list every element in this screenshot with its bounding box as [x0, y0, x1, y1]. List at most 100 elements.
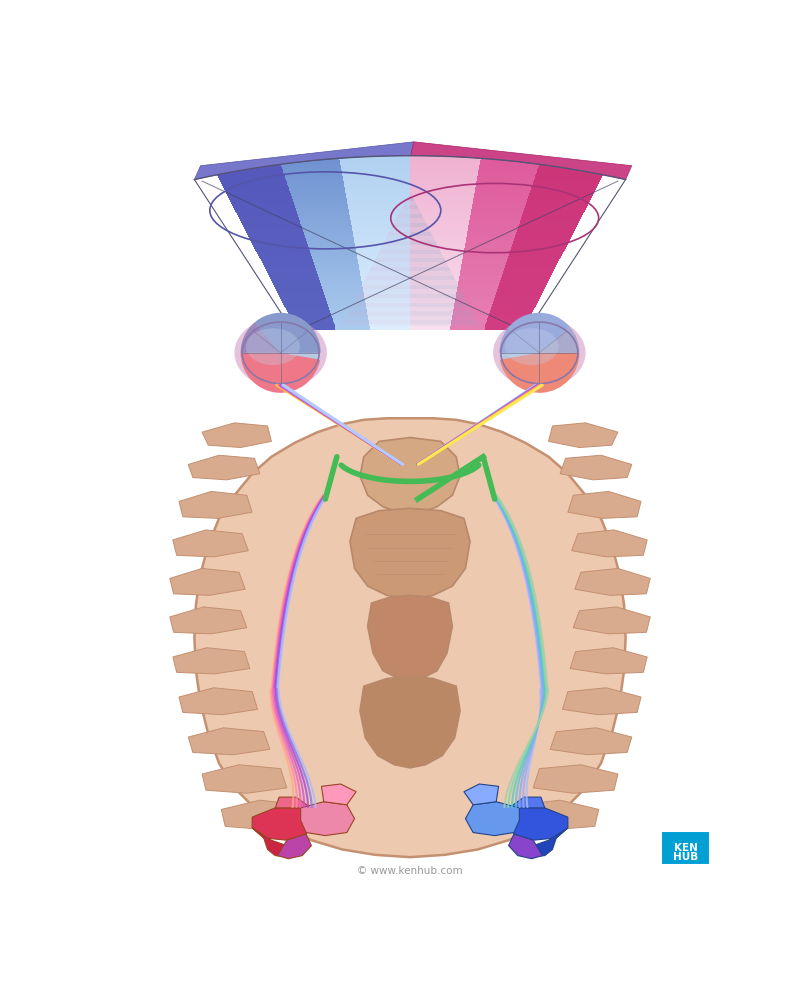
- Polygon shape: [102, 228, 244, 229]
- Polygon shape: [410, 202, 415, 203]
- Polygon shape: [550, 277, 718, 278]
- Polygon shape: [410, 246, 438, 248]
- Polygon shape: [102, 281, 272, 282]
- Polygon shape: [410, 194, 411, 195]
- Polygon shape: [526, 325, 718, 326]
- Polygon shape: [410, 208, 418, 209]
- Polygon shape: [410, 294, 462, 295]
- Polygon shape: [410, 268, 450, 269]
- Polygon shape: [343, 320, 410, 321]
- Polygon shape: [102, 225, 242, 226]
- Polygon shape: [544, 290, 718, 291]
- Polygon shape: [410, 282, 457, 283]
- Polygon shape: [102, 234, 247, 235]
- Polygon shape: [568, 243, 718, 244]
- Polygon shape: [558, 261, 718, 262]
- Polygon shape: [410, 257, 444, 258]
- Polygon shape: [102, 163, 211, 164]
- Polygon shape: [397, 217, 410, 218]
- Polygon shape: [410, 277, 454, 278]
- Polygon shape: [545, 288, 718, 289]
- Polygon shape: [102, 205, 233, 206]
- Polygon shape: [102, 140, 198, 141]
- Polygon shape: [410, 318, 476, 320]
- Polygon shape: [546, 287, 718, 288]
- Polygon shape: [610, 162, 718, 163]
- Polygon shape: [102, 282, 272, 283]
- Polygon shape: [102, 143, 200, 144]
- Polygon shape: [361, 286, 410, 288]
- Polygon shape: [410, 244, 438, 246]
- Polygon shape: [102, 307, 285, 308]
- Polygon shape: [410, 273, 453, 275]
- Polygon shape: [356, 296, 410, 298]
- Polygon shape: [102, 256, 258, 257]
- Polygon shape: [102, 195, 227, 196]
- Polygon shape: [410, 220, 425, 221]
- Polygon shape: [102, 206, 233, 207]
- Polygon shape: [410, 305, 469, 307]
- Polygon shape: [575, 229, 718, 230]
- Polygon shape: [102, 317, 290, 318]
- Ellipse shape: [246, 328, 300, 365]
- Polygon shape: [102, 147, 203, 148]
- Polygon shape: [102, 133, 195, 134]
- Polygon shape: [102, 264, 263, 265]
- Polygon shape: [577, 226, 718, 227]
- Polygon shape: [626, 132, 718, 133]
- Polygon shape: [102, 315, 289, 316]
- Polygon shape: [566, 248, 718, 249]
- Polygon shape: [102, 293, 278, 294]
- Polygon shape: [410, 218, 424, 219]
- Polygon shape: [102, 284, 274, 285]
- Polygon shape: [580, 220, 718, 221]
- Polygon shape: [594, 194, 718, 195]
- Polygon shape: [369, 272, 410, 273]
- Polygon shape: [622, 137, 718, 138]
- Polygon shape: [362, 284, 410, 285]
- Polygon shape: [604, 173, 718, 174]
- Polygon shape: [102, 212, 236, 213]
- Polygon shape: [464, 784, 498, 805]
- Polygon shape: [102, 308, 286, 309]
- Polygon shape: [102, 251, 256, 252]
- Polygon shape: [102, 269, 266, 270]
- Polygon shape: [550, 727, 632, 755]
- Polygon shape: [568, 492, 641, 518]
- Polygon shape: [366, 275, 410, 277]
- Polygon shape: [527, 322, 718, 323]
- Polygon shape: [398, 215, 410, 216]
- Polygon shape: [366, 277, 410, 278]
- Polygon shape: [391, 227, 410, 228]
- Polygon shape: [393, 224, 410, 226]
- Polygon shape: [353, 302, 410, 303]
- Polygon shape: [590, 200, 718, 201]
- Polygon shape: [410, 223, 426, 225]
- Polygon shape: [466, 802, 519, 836]
- Polygon shape: [102, 171, 215, 172]
- Polygon shape: [102, 285, 274, 286]
- Polygon shape: [395, 220, 410, 221]
- Polygon shape: [558, 263, 718, 264]
- Polygon shape: [410, 211, 421, 213]
- Polygon shape: [410, 259, 445, 260]
- Polygon shape: [410, 301, 466, 302]
- Polygon shape: [102, 224, 242, 225]
- Polygon shape: [592, 198, 718, 199]
- Polygon shape: [346, 317, 410, 318]
- Polygon shape: [410, 293, 462, 294]
- Polygon shape: [410, 292, 462, 293]
- Polygon shape: [546, 286, 718, 287]
- Polygon shape: [613, 156, 718, 157]
- Polygon shape: [102, 191, 226, 192]
- Polygon shape: [390, 229, 410, 230]
- Polygon shape: [102, 280, 271, 281]
- Text: KEN: KEN: [674, 842, 698, 853]
- Polygon shape: [102, 185, 222, 186]
- Polygon shape: [102, 201, 230, 202]
- Polygon shape: [385, 241, 410, 242]
- Polygon shape: [102, 257, 259, 258]
- Polygon shape: [322, 784, 356, 805]
- Polygon shape: [359, 290, 410, 291]
- Polygon shape: [102, 297, 280, 298]
